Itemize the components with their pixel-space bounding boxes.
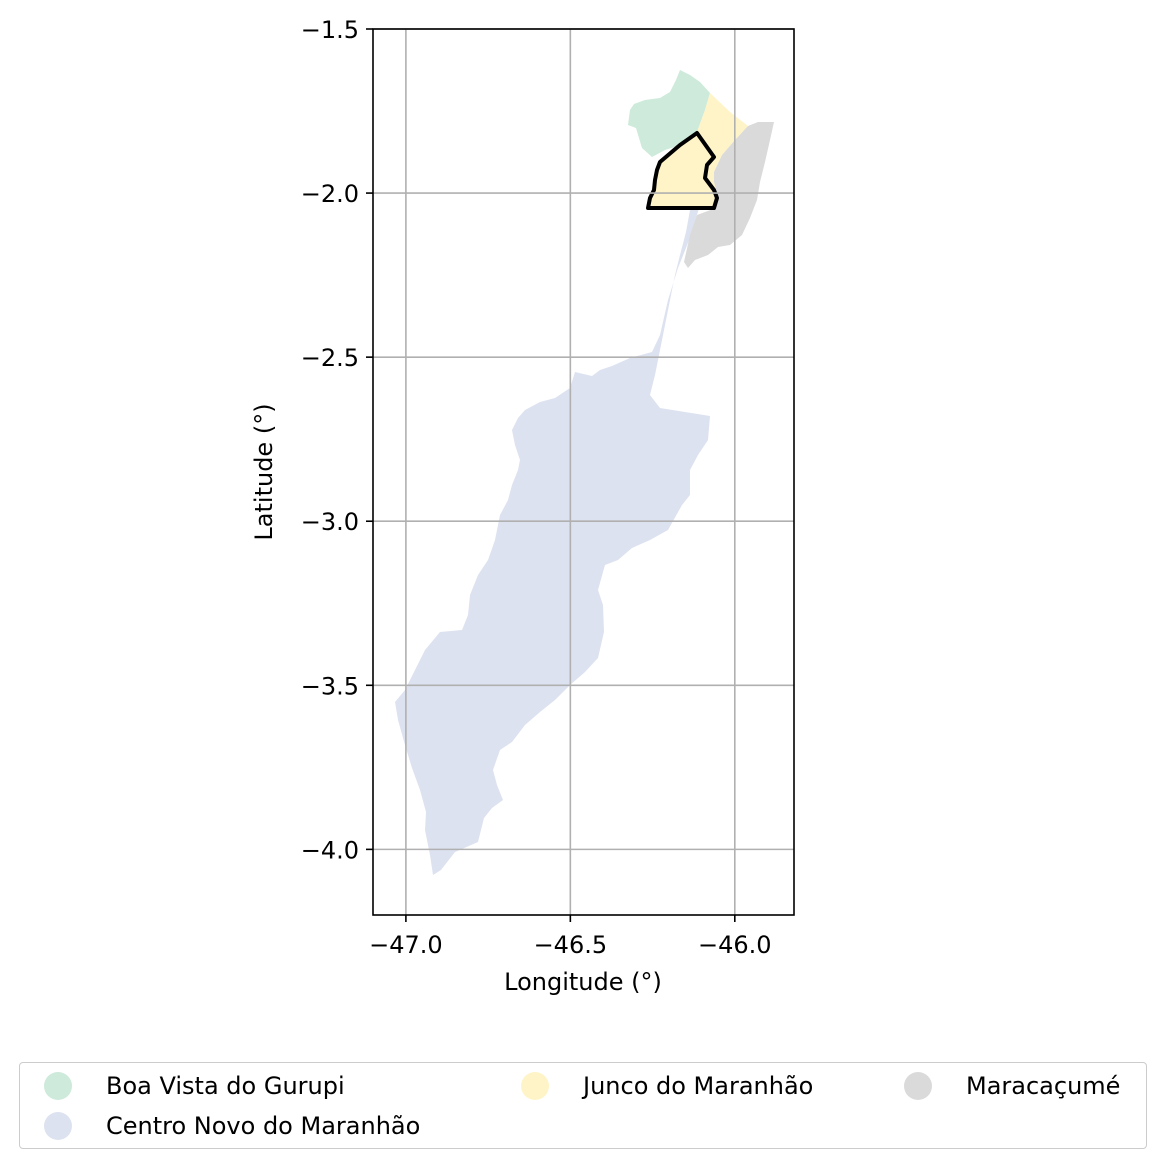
legend-item-centro-novo-do-maranhao: Centro Novo do Maranhão xyxy=(44,1111,420,1141)
legend-label: Junco do Maranhão xyxy=(583,1072,814,1100)
legend-item-junco-do-maranhao: Junco do Maranhão xyxy=(521,1071,813,1101)
legend-marker xyxy=(904,1072,932,1100)
y-tick-label: −4.0 xyxy=(301,836,359,864)
x-tick-label: −47.0 xyxy=(369,931,443,959)
legend-marker xyxy=(44,1072,72,1100)
legend-item-maracacume: Maracaçumé xyxy=(904,1071,1120,1101)
y-tick-label: −3.5 xyxy=(301,672,359,700)
x-tick-label: −46.0 xyxy=(698,931,772,959)
region-maracacume xyxy=(684,122,774,268)
legend-label: Boa Vista do Gurupi xyxy=(106,1072,345,1100)
x-tick-label: −46.5 xyxy=(534,931,608,959)
legend-item-boa-vista-do-gurupi: Boa Vista do Gurupi xyxy=(44,1071,345,1101)
y-tick-label: −2.5 xyxy=(301,344,359,372)
region-junco-do-maranhao xyxy=(648,93,748,210)
y-tick-label: −2.0 xyxy=(301,180,359,208)
axes-frame xyxy=(372,28,795,916)
legend-marker xyxy=(521,1072,549,1100)
region-centro-novo-do-maranhao xyxy=(395,205,710,875)
region-boa-vista-do-gurupi xyxy=(628,70,710,157)
legend-label: Centro Novo do Maranhão xyxy=(106,1112,421,1140)
regions-layer xyxy=(395,70,774,875)
grid-lines xyxy=(373,28,794,915)
highlighted-region-outline xyxy=(646,131,719,210)
x-axis-label: Longitude (°) xyxy=(504,968,662,996)
y-tick-label: −1.5 xyxy=(301,16,359,44)
y-axis-label: Latitude (°) xyxy=(250,403,278,540)
legend: Boa Vista do Gurupi Junco do Maranhão Ma… xyxy=(19,1062,1147,1149)
legend-label: Maracaçumé xyxy=(966,1072,1121,1100)
legend-marker xyxy=(44,1112,72,1140)
axis-ticks: −47.0 −46.5 −46.0 −1.5 −2.0 −2.5 −3.0 −3.5 −4.0 xyxy=(301,16,772,959)
y-tick-label: −3.0 xyxy=(301,508,359,536)
